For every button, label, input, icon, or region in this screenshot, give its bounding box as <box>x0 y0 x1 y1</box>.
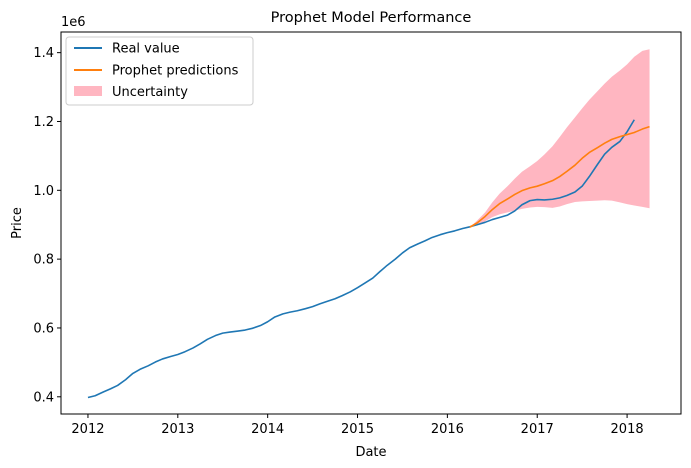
x-tick-label: 2016 <box>431 422 464 437</box>
y-tick-label: 1.0 <box>33 184 54 199</box>
y-tick-label: 0.4 <box>33 390 54 405</box>
y-axis: 0.4 0.6 0.8 1.0 1.2 1.4 <box>33 46 61 405</box>
y-axis-label: Price <box>10 207 25 239</box>
plot-area <box>87 49 650 399</box>
x-tick-label: 2013 <box>161 422 194 437</box>
y-tick-label: 0.8 <box>33 253 54 268</box>
legend-label-real-value: Real value <box>112 42 180 57</box>
series-line-prophet-predictions <box>469 125 650 228</box>
y-tick-label: 0.6 <box>33 321 54 336</box>
x-tick-label: 2017 <box>521 422 554 437</box>
x-tick-label: 2014 <box>251 422 284 437</box>
legend-frame <box>65 36 254 106</box>
series-line-real-value <box>87 119 635 399</box>
y-tick-label: 1.4 <box>33 46 54 61</box>
y-offset-label: 1e6 <box>61 15 86 30</box>
x-tick-label: 2018 <box>611 422 644 437</box>
legend-swatch-uncertainty <box>74 86 102 96</box>
legend-label-prophet-predictions: Prophet predictions <box>112 64 239 79</box>
legend: Real value Prophet predictions Uncertain… <box>65 36 254 106</box>
chart-title: Prophet Model Performance <box>271 10 472 26</box>
legend-label-uncertainty: Uncertainty <box>112 85 188 100</box>
x-axis-label: Date <box>355 445 386 460</box>
x-axis: 2012 2013 2014 2015 2016 2017 2018 <box>71 414 644 437</box>
uncertainty-band <box>469 49 650 228</box>
axes-frame <box>60 31 682 415</box>
x-tick-label: 2015 <box>341 422 374 437</box>
x-tick-label: 2012 <box>71 422 104 437</box>
y-tick-label: 1.2 <box>33 115 54 130</box>
